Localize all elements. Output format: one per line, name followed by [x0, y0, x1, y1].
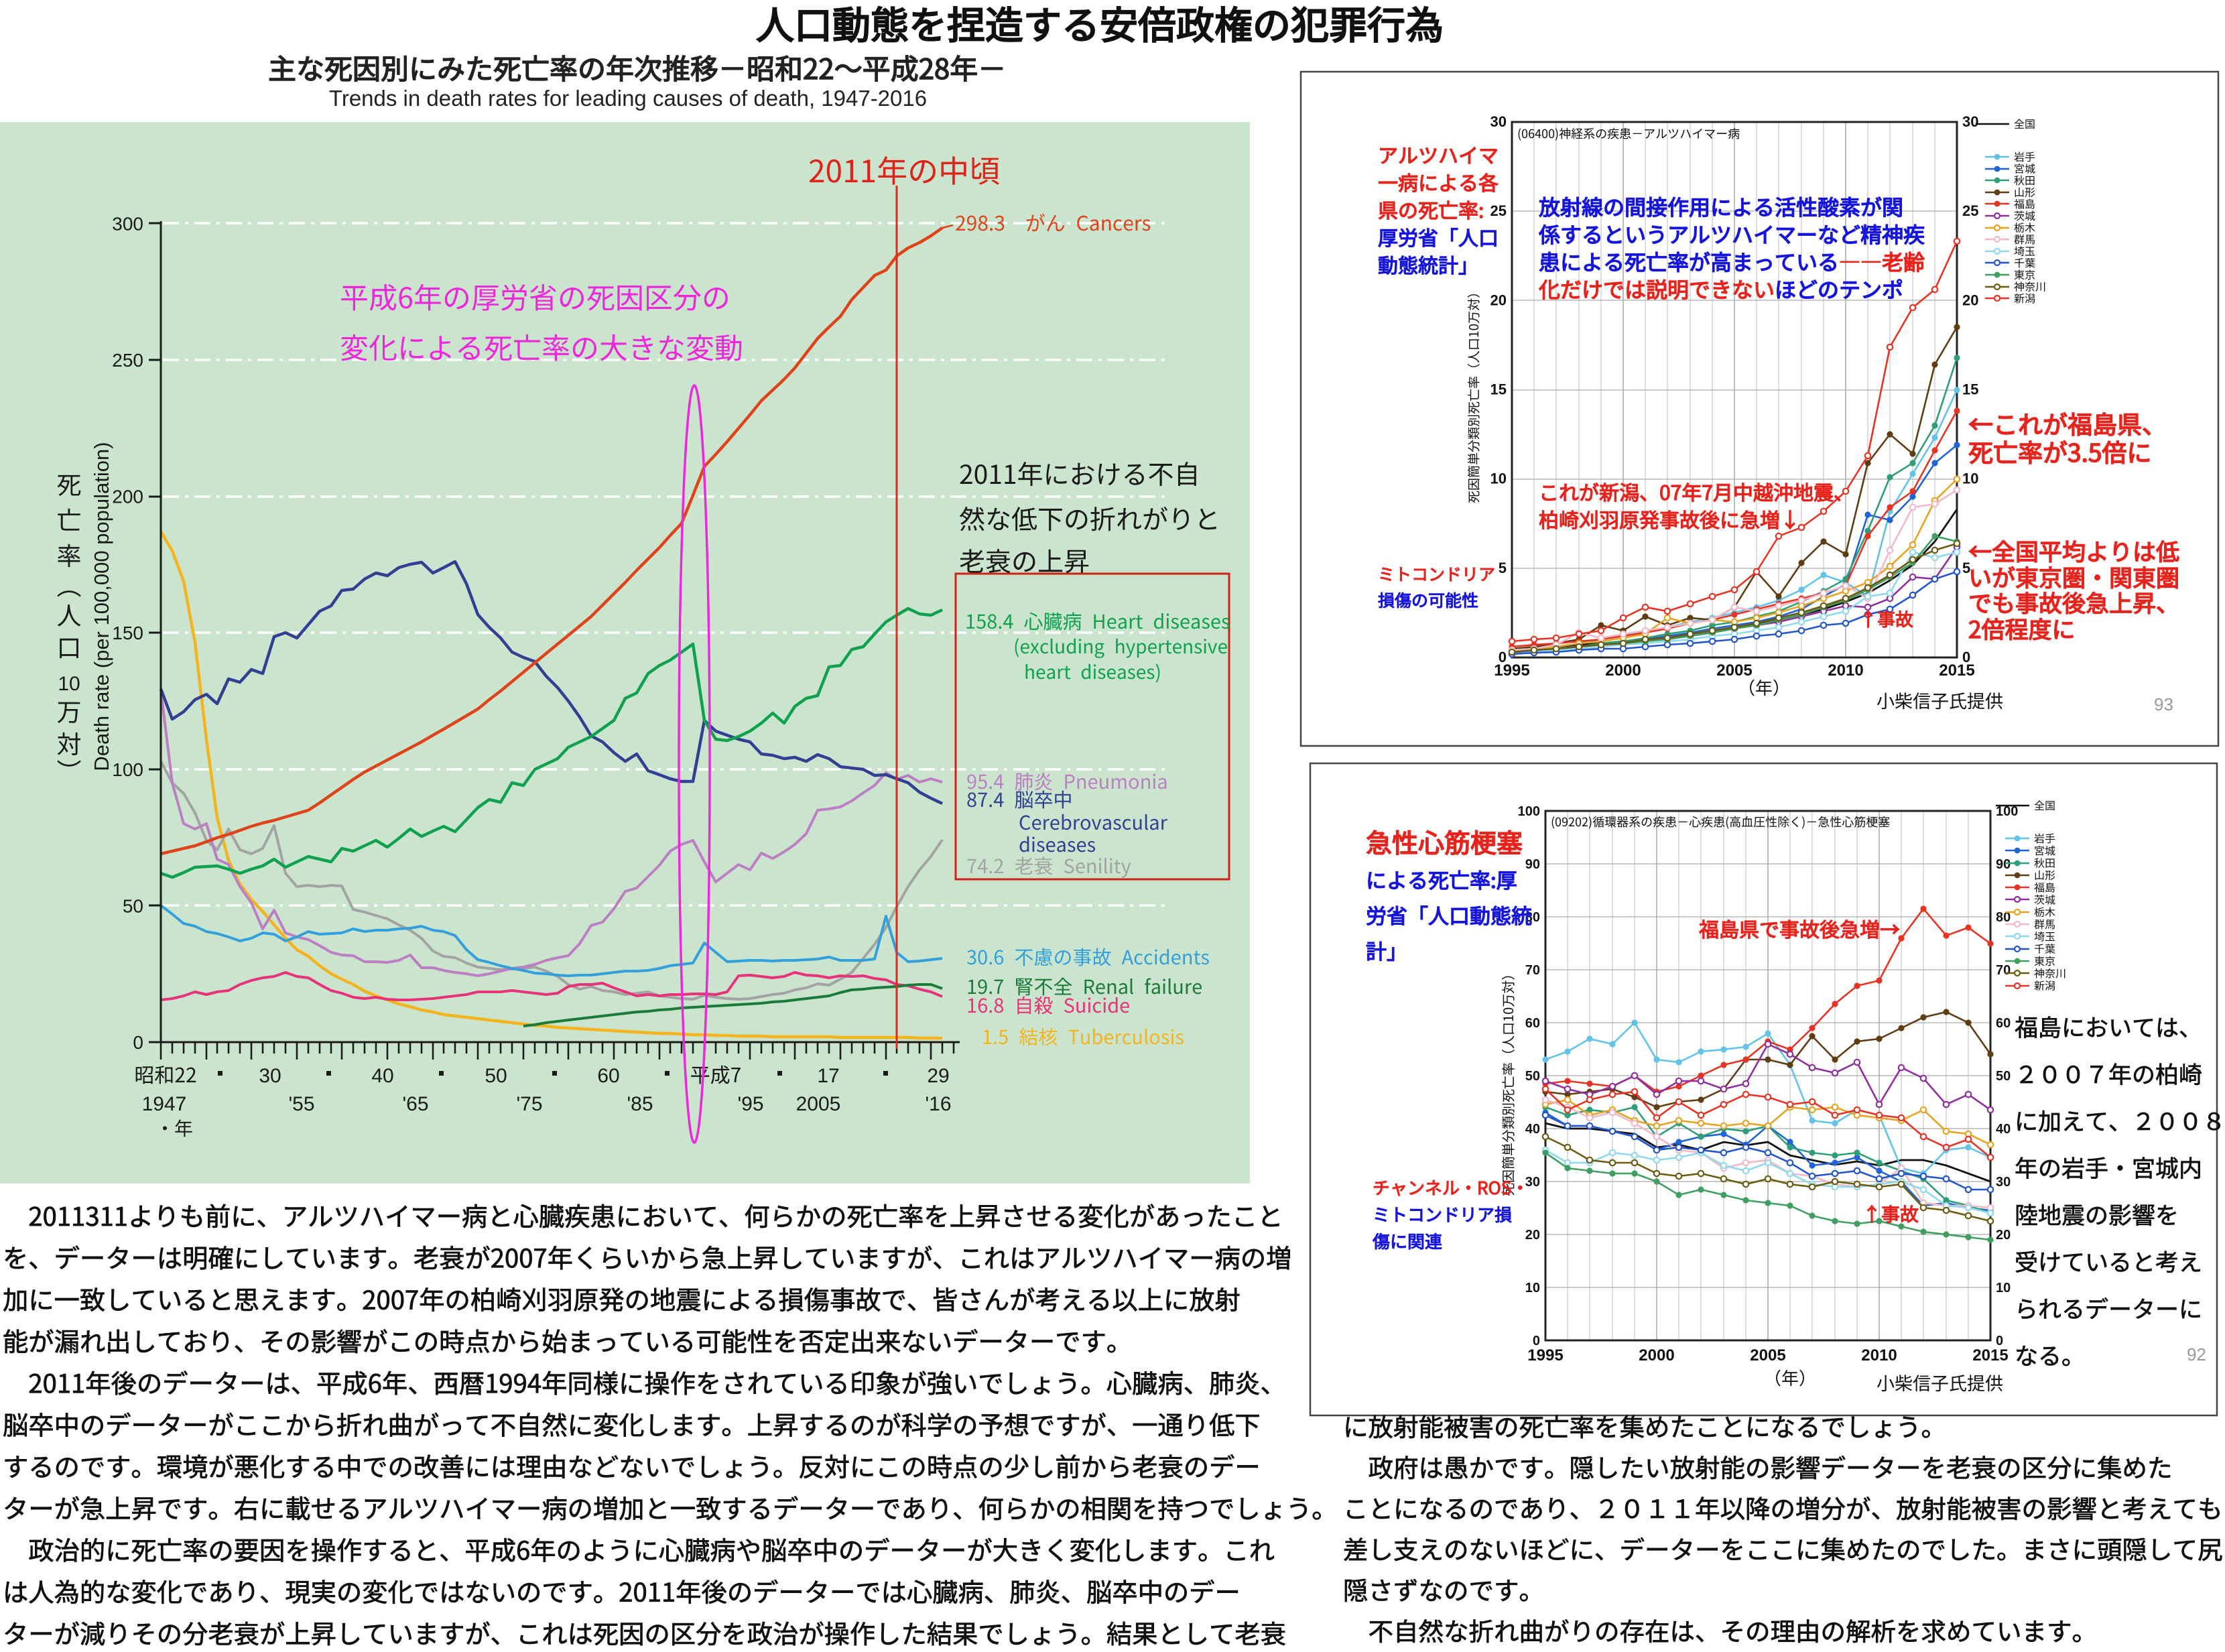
svg-text:40: 40 — [1525, 1122, 1540, 1137]
svg-text:2005: 2005 — [1750, 1346, 1785, 1364]
svg-text:90: 90 — [1996, 857, 2011, 872]
svg-text:'16: '16 — [925, 1093, 951, 1115]
svg-text:200: 200 — [112, 487, 143, 507]
svg-text:'75: '75 — [516, 1093, 542, 1115]
svg-text:10: 10 — [58, 673, 80, 695]
svg-text:40: 40 — [1996, 1122, 2011, 1137]
svg-text:15: 15 — [1962, 381, 1978, 398]
svg-text:70: 70 — [1996, 963, 2011, 978]
svg-text:10: 10 — [1525, 1281, 1540, 1295]
svg-text:30: 30 — [259, 1065, 281, 1087]
svg-text:50: 50 — [123, 895, 143, 916]
svg-text:2005: 2005 — [796, 1093, 841, 1115]
svg-text:0: 0 — [1962, 649, 1970, 665]
svg-text:92: 92 — [2187, 1344, 2206, 1364]
svg-text:2000: 2000 — [1639, 1346, 1674, 1364]
svg-text:60: 60 — [1525, 1016, 1540, 1031]
svg-text:90: 90 — [1525, 857, 1540, 872]
svg-text:100: 100 — [112, 759, 143, 780]
svg-text:50: 50 — [1996, 1069, 2011, 1084]
svg-text:20: 20 — [1490, 292, 1507, 308]
svg-text:2015: 2015 — [1939, 661, 1974, 680]
svg-text:30: 30 — [1996, 1175, 2011, 1190]
svg-text:80: 80 — [1996, 910, 2011, 925]
svg-text:40: 40 — [371, 1065, 393, 1087]
svg-text:20: 20 — [1996, 1228, 2011, 1243]
svg-text:Death rate (per 100,000 popula: Death rate (per 100,000 population) — [90, 442, 113, 771]
svg-text:17: 17 — [817, 1065, 839, 1087]
svg-text:30: 30 — [1525, 1175, 1540, 1190]
svg-text:Trends in death rates for lead: Trends in death rates for leading causes… — [329, 86, 927, 111]
svg-text:250: 250 — [112, 350, 143, 371]
svg-text:20: 20 — [1525, 1228, 1540, 1243]
svg-text:0: 0 — [1499, 649, 1507, 665]
svg-text:2005: 2005 — [1716, 661, 1752, 680]
svg-text:300: 300 — [112, 213, 143, 234]
svg-text:15: 15 — [1490, 381, 1507, 398]
svg-text:1995: 1995 — [1494, 661, 1529, 680]
svg-text:20: 20 — [1962, 292, 1978, 308]
svg-text:0: 0 — [1996, 1334, 2003, 1348]
svg-text:5: 5 — [1499, 560, 1507, 576]
svg-text:100: 100 — [1518, 804, 1540, 819]
svg-text:10: 10 — [1962, 470, 1978, 487]
svg-text:2010: 2010 — [1861, 1346, 1897, 1364]
svg-text:50: 50 — [485, 1065, 507, 1087]
svg-text:93: 93 — [2154, 694, 2173, 714]
svg-text:'55: '55 — [288, 1093, 314, 1115]
svg-text:70: 70 — [1525, 963, 1540, 978]
svg-text:'85: '85 — [627, 1093, 653, 1115]
svg-text:25: 25 — [1962, 202, 1978, 219]
svg-text:60: 60 — [597, 1065, 619, 1087]
svg-text:29: 29 — [927, 1065, 949, 1087]
svg-text:50: 50 — [1525, 1069, 1540, 1084]
svg-text:10: 10 — [1996, 1281, 2011, 1295]
svg-text:0: 0 — [1533, 1334, 1540, 1348]
svg-text:2010: 2010 — [1828, 661, 1863, 680]
svg-text:2000: 2000 — [1605, 661, 1641, 680]
svg-text:10: 10 — [1490, 470, 1507, 487]
svg-text:'95: '95 — [737, 1093, 763, 1115]
svg-text:0: 0 — [133, 1032, 143, 1053]
svg-text:2015: 2015 — [1972, 1346, 2008, 1364]
svg-text:100: 100 — [1996, 804, 2018, 819]
svg-text:5: 5 — [1962, 560, 1970, 576]
svg-text:'65: '65 — [402, 1093, 428, 1115]
svg-text:30: 30 — [1490, 113, 1507, 130]
svg-text:60: 60 — [1996, 1016, 2011, 1031]
svg-text:150: 150 — [112, 623, 143, 643]
svg-text:1995: 1995 — [1527, 1346, 1563, 1364]
svg-text:25: 25 — [1490, 202, 1507, 219]
svg-text:30: 30 — [1962, 113, 1978, 130]
svg-text:1947: 1947 — [142, 1093, 187, 1115]
